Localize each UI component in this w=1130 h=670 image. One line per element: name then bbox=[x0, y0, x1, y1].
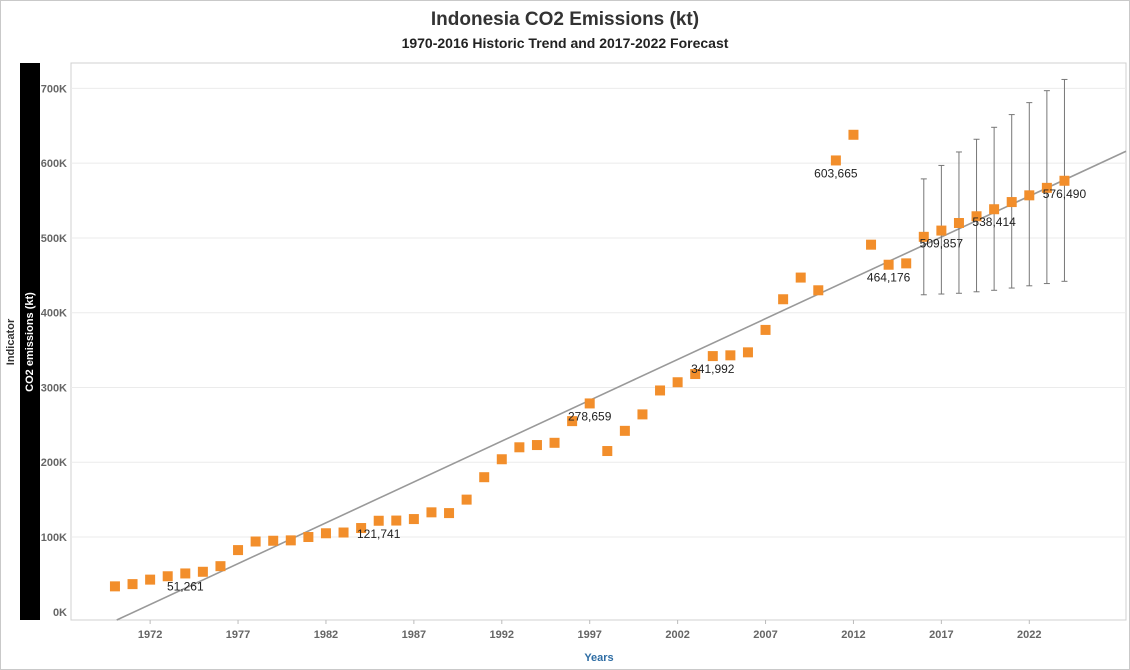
data-point bbox=[901, 258, 912, 269]
data-label: 51,261 bbox=[167, 579, 204, 593]
data-point bbox=[584, 398, 595, 409]
data-point bbox=[479, 472, 490, 483]
y-tick-label: 500K bbox=[41, 233, 67, 245]
data-point bbox=[742, 347, 753, 358]
data-point bbox=[215, 561, 226, 572]
y-tick-label: 700K bbox=[41, 83, 67, 95]
data-point bbox=[426, 507, 437, 518]
data-point bbox=[813, 285, 824, 296]
data-label: 509,857 bbox=[920, 237, 964, 251]
data-point bbox=[1059, 175, 1070, 186]
x-tick-label: 1997 bbox=[577, 629, 601, 641]
data-point bbox=[109, 581, 120, 592]
data-point bbox=[619, 425, 630, 436]
data-point bbox=[496, 454, 507, 465]
data-point bbox=[180, 568, 191, 579]
data-label: 576,490 bbox=[1043, 187, 1087, 201]
data-point bbox=[127, 579, 138, 590]
data-point bbox=[725, 350, 736, 361]
data-point bbox=[918, 231, 929, 242]
data-point bbox=[567, 416, 578, 427]
data-point bbox=[602, 446, 613, 457]
x-tick-label: 2022 bbox=[1017, 629, 1041, 641]
x-tick-label: 2002 bbox=[665, 629, 689, 641]
data-point bbox=[883, 259, 894, 270]
data-point bbox=[461, 494, 472, 505]
data-point bbox=[145, 574, 156, 585]
data-point bbox=[971, 211, 982, 222]
data-point bbox=[795, 272, 806, 283]
x-tick-label: 1982 bbox=[314, 629, 338, 641]
x-tick-label: 1992 bbox=[490, 629, 514, 641]
data-point bbox=[303, 532, 314, 543]
data-point bbox=[391, 515, 402, 526]
data-label: 464,176 bbox=[867, 271, 911, 285]
data-point bbox=[338, 527, 349, 538]
y-axis-title-band: CO2 emissions (kt) bbox=[20, 63, 40, 620]
trend-line bbox=[116, 150, 1127, 621]
data-point bbox=[408, 514, 419, 525]
data-point bbox=[1024, 190, 1035, 201]
x-tick-label: 1987 bbox=[402, 629, 426, 641]
data-point bbox=[655, 385, 666, 396]
data-point bbox=[233, 545, 244, 556]
plot-area bbox=[70, 62, 1127, 621]
data-label: 278,659 bbox=[568, 409, 612, 423]
data-point bbox=[162, 571, 173, 582]
data-point bbox=[936, 225, 947, 236]
data-point bbox=[1006, 197, 1017, 208]
x-tick-label: 2007 bbox=[753, 629, 777, 641]
x-axis-title: Years bbox=[584, 652, 614, 664]
data-point bbox=[830, 155, 841, 166]
y-tick-label: 200K bbox=[41, 457, 67, 469]
data-point bbox=[672, 377, 683, 388]
data-label: 341,992 bbox=[691, 362, 735, 376]
data-point bbox=[707, 351, 718, 362]
x-tick-label: 1977 bbox=[226, 629, 250, 641]
data-label: 121,741 bbox=[357, 527, 401, 541]
data-point bbox=[268, 535, 279, 546]
data-point bbox=[549, 437, 560, 448]
data-point bbox=[637, 409, 648, 420]
data-point bbox=[760, 324, 771, 335]
data-point bbox=[531, 440, 542, 451]
data-label: 603,665 bbox=[814, 166, 858, 180]
x-tick-label: 2012 bbox=[841, 629, 865, 641]
chart-title: Indonesia CO2 Emissions (kt) bbox=[430, 9, 700, 30]
data-point bbox=[690, 369, 701, 380]
y-tick-label: 0K bbox=[53, 607, 67, 619]
data-point bbox=[866, 239, 877, 250]
data-point bbox=[848, 129, 859, 140]
data-point bbox=[444, 508, 455, 519]
data-point bbox=[989, 204, 1000, 215]
data-point bbox=[373, 515, 384, 526]
data-point bbox=[1041, 182, 1052, 193]
y-tick-label: 300K bbox=[41, 382, 67, 394]
data-point bbox=[953, 217, 964, 228]
data-point bbox=[285, 535, 296, 546]
data-point bbox=[320, 528, 331, 539]
x-tick-label: 1972 bbox=[138, 629, 162, 641]
data-point bbox=[197, 566, 208, 577]
y-tick-label: 100K bbox=[41, 532, 67, 544]
data-point bbox=[778, 294, 789, 305]
data-point bbox=[250, 536, 261, 547]
data-point bbox=[514, 442, 525, 453]
data-point bbox=[356, 523, 367, 534]
chart-subtitle: 1970-2016 Historic Trend and 2017-2022 F… bbox=[401, 35, 729, 51]
y-tick-label: 600K bbox=[41, 158, 67, 170]
data-label: 538,414 bbox=[972, 215, 1016, 229]
x-tick-label: 2017 bbox=[929, 629, 953, 641]
y-tick-label: 400K bbox=[41, 308, 67, 320]
